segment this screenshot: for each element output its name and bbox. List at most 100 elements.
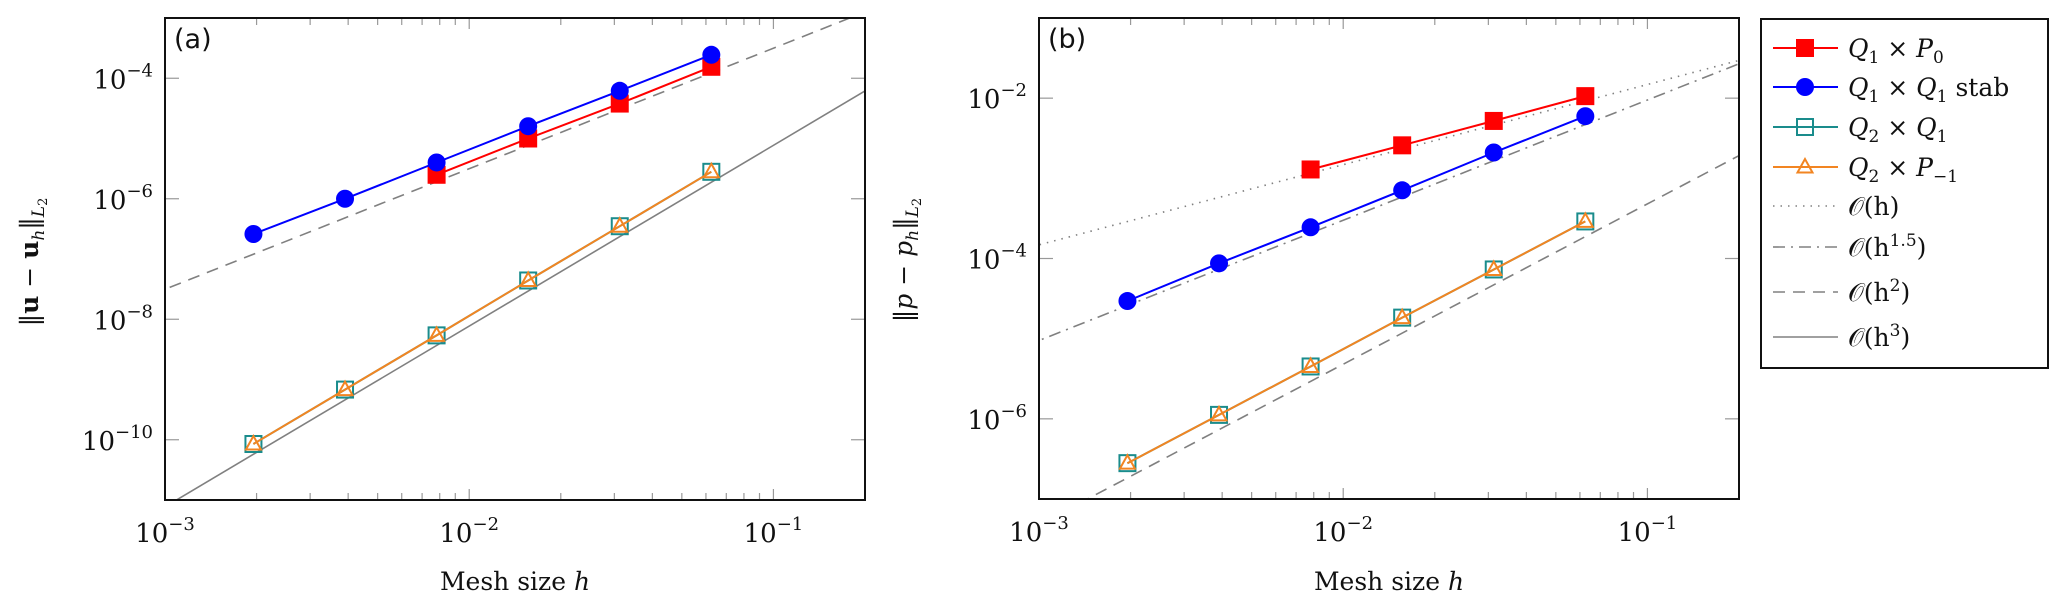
y-tick-label: 10−4 [967, 241, 1027, 276]
series-line-q1-x-p0 [1310, 95, 1586, 171]
series-q1-x-q1-stab [244, 45, 721, 243]
panel-a-y-axis-label: ‖u − uh‖L2 [15, 198, 51, 327]
data-point-q2-x-p-1 [1209, 404, 1229, 422]
legend-label: 𝒪(h3) [1848, 321, 1910, 352]
legend-entry-q1q1stab: Q1 × Q1 stab [1773, 73, 2009, 107]
legend-entries: Q1 × P0 Q1 × Q1 stab Q2 × Q1 Q2 × P−1 𝒪(h) 𝒪(… [1773, 34, 2009, 352]
x-tick-label: 10−1 [1618, 513, 1678, 548]
reference-line-o-h-2- [165, 18, 852, 291]
reference-line-o-h-2- [1085, 154, 1739, 499]
legend-label: 𝒪(h2) [1848, 276, 1910, 307]
panel-a-series [244, 45, 721, 454]
data-point-q1-x-q1-stab [610, 81, 629, 100]
series-line-q1-x-p0 [436, 65, 712, 176]
data-point-q2-x-p-1 [1484, 259, 1503, 276]
legend-label: 𝒪(h1.5) [1848, 231, 1926, 262]
legend-label: 𝒪(h) [1848, 192, 1899, 221]
data-point-q1-x-p0 [1484, 111, 1503, 130]
y-tick-label: 10−6 [967, 401, 1027, 436]
data-point-q1-x-q1-stab [1118, 292, 1137, 311]
panel-a-label: (a) [174, 24, 212, 55]
data-point-q2-x-p-1 [1301, 356, 1320, 373]
x-tick-label: 10−3 [1009, 513, 1069, 548]
legend-entry-q2q1: Q2 × Q1 [1773, 113, 1948, 147]
data-point-q1-x-q1-stab [519, 117, 538, 136]
panel-a-reference-lines [165, 18, 865, 500]
x-tick-label: 10−2 [1313, 513, 1373, 548]
x-tick-label: 10−3 [135, 514, 195, 549]
legend-entry-q2pm1: Q2 × P−1 [1773, 153, 1958, 187]
data-point-q1-x-q1-stab [1393, 181, 1412, 200]
panel-b-label: (b) [1048, 24, 1086, 55]
panel-a-x-tick-labels: 10−3 10−2 10−1 [135, 514, 803, 549]
y-tick-label: 10−8 [93, 301, 153, 336]
x-tick-label: 10−1 [744, 514, 804, 549]
data-point-q2-x-p-1 [518, 270, 538, 287]
panel-a-ticks [164, 18, 866, 500]
x-tick-label: 10−2 [439, 514, 499, 549]
y-tick-label: 10−2 [967, 80, 1027, 115]
legend-entry-oh3: 𝒪(h3) [1773, 321, 1910, 352]
data-point-q2-x-p-1 [244, 433, 263, 451]
data-point-q1-x-q1-stab [1576, 107, 1595, 126]
series-q1-x-q1-stab [1118, 107, 1595, 311]
series-q2-x-p-1 [244, 161, 721, 451]
y-tick-label: 10−6 [93, 181, 153, 216]
legend-entry-oh: 𝒪(h) [1773, 192, 1899, 221]
panel-a-velocity-error: (a) 10−3 10−2 10−1 10−4 10−6 10−8 10−10 Mesh … [15, 17, 866, 596]
legend-label: Q2 × Q1 [1848, 113, 1948, 147]
legend-label: Q2 × P−1 [1848, 153, 1958, 187]
data-point-q1-x-q1-stab [244, 224, 263, 243]
panel-b-reference-lines [1039, 59, 1739, 499]
panel-a-frame [164, 17, 866, 501]
series-q1-x-p0 [1301, 87, 1595, 179]
series-line-q2-x-p-1 [252, 170, 712, 445]
data-point-q1-x-q1-stab [1484, 143, 1503, 162]
data-point-q2-x-p-1 [335, 379, 355, 397]
reference-line-o-h-3- [174, 89, 865, 500]
data-point-q1-x-p0 [427, 165, 446, 184]
legend-marker-icon [1796, 39, 1814, 57]
y-tick-label: 10−10 [82, 422, 153, 457]
data-point-q1-x-q1-stab [1210, 254, 1229, 273]
panel-b-series [1118, 87, 1595, 473]
data-point-q1-x-q1-stab [1301, 218, 1320, 237]
series-q2-x-p-1 [1118, 211, 1595, 470]
data-point-q1-x-p0 [610, 94, 629, 113]
legend-label: Q1 × Q1 stab [1848, 73, 2009, 107]
legend-entry-q1p0: Q1 × P0 [1773, 34, 1944, 68]
legend-box [1760, 18, 2049, 369]
data-point-q2-x-p-1 [1118, 453, 1137, 470]
data-point-q2-x-p-1 [427, 325, 446, 342]
reference-line-o-h- [1039, 59, 1739, 246]
series-line-q1-x-q1-stab [253, 53, 712, 235]
panel-b-pressure-error: (b) 10−3 10−2 10−1 10−2 10−4 10−6 Mesh size … [889, 17, 1740, 596]
panel-b-x-axis-label: Mesh size h [1314, 567, 1464, 596]
data-point-q1-x-q1-stab [336, 189, 355, 208]
data-point-q1-x-p0 [1301, 160, 1320, 179]
y-tick-label: 10−4 [93, 60, 153, 95]
reference-line-o-h-1-5- [1039, 62, 1739, 342]
data-point-q1-x-p0 [1576, 87, 1595, 106]
data-point-q2-x-p-1 [702, 161, 721, 179]
panel-b-y-axis-label: ‖p − ph‖L2 [889, 198, 925, 322]
series-line-q2-x-p-1 [1126, 220, 1586, 465]
data-point-q2-x-p-1 [610, 216, 629, 233]
panel-b-y-tick-labels: 10−2 10−4 10−6 [967, 80, 1027, 436]
data-point-q1-x-q1-stab [427, 153, 446, 172]
series-q1-x-p0 [427, 57, 721, 184]
legend-marker-icon [1795, 156, 1815, 174]
panel-a-y-tick-labels: 10−4 10−6 10−8 10−10 [82, 60, 153, 457]
panel-b-x-tick-labels: 10−3 10−2 10−1 [1009, 513, 1677, 548]
series-line-q1-x-q1-stab [1127, 115, 1586, 302]
panel-a-x-axis-label: Mesh size h [440, 567, 590, 596]
panel-b-ticks [1038, 18, 1740, 499]
legend-entry-oh2: 𝒪(h2) [1773, 276, 1910, 307]
legend-label: Q1 × P0 [1848, 34, 1944, 68]
data-point-q2-x-p-1 [1576, 211, 1595, 228]
data-point-q1-x-p0 [519, 129, 538, 148]
legend-entry-oh15: 𝒪(h1.5) [1773, 231, 1926, 262]
data-point-q1-x-p0 [1393, 136, 1412, 155]
legend-marker-icon [1796, 78, 1814, 96]
